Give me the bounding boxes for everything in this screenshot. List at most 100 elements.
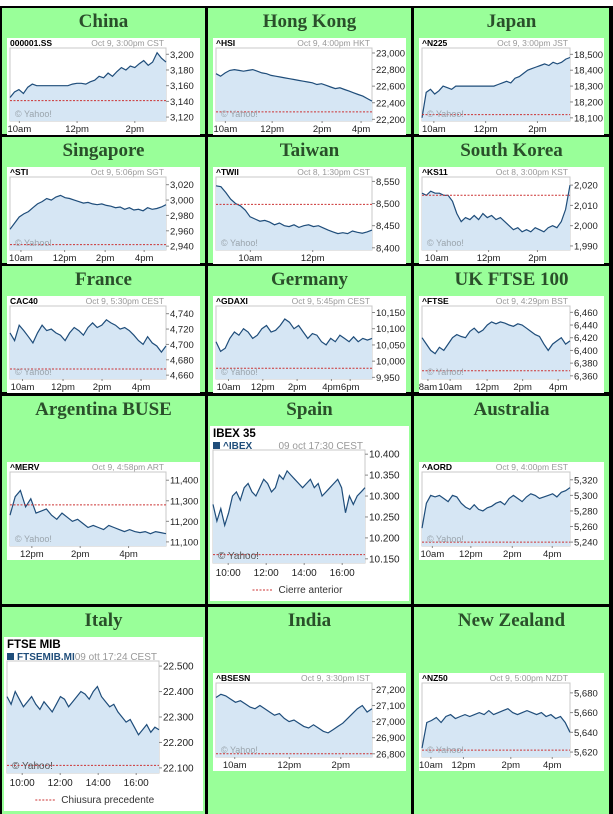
region-title[interactable]: Spain: [286, 399, 333, 420]
y-tick-label: 22.400: [163, 687, 194, 698]
y-tick-label: 22,200: [376, 115, 405, 126]
timestamp-label: Oct 8, 1:30pm CST: [297, 167, 370, 177]
region-title[interactable]: Australia: [473, 399, 550, 420]
x-tick-label: 2pm: [126, 124, 145, 135]
chart-japan[interactable]: 18,500 18,400 18,300 18,200 18,100 10am 12pm 2p…: [419, 38, 604, 135]
region-title[interactable]: South Korea: [460, 140, 563, 161]
region-title[interactable]: India: [287, 610, 332, 631]
chart-hong-kong[interactable]: 23,000 22,800 22,600 22,400 22,200 10am 12pm 2p…: [213, 38, 406, 135]
market-cell-hong-kong: Hong Kong 23,000 22,800 22,600 22,400 22,200 1…: [208, 8, 411, 135]
timestamp-label: Oct 9, 3:00pm JST: [497, 38, 568, 48]
y-tick-label: 22.300: [163, 713, 194, 724]
y-tick-label: 3,020: [170, 180, 194, 191]
y-tick-label: 26,800: [376, 749, 405, 760]
y-tick-label: 2,010: [574, 201, 598, 212]
region-title[interactable]: Argentina BUSE: [35, 399, 172, 420]
x-tick-label: 2pm: [513, 382, 532, 393]
region-title[interactable]: UK FTSE 100: [454, 269, 569, 290]
x-tick-label: 4pm: [352, 124, 371, 135]
yahoo-watermark: © Yahoo!: [221, 745, 258, 755]
chart-svg: 11,400 11,300 11,200 11,100 12pm 2pm 4pm © Yaho…: [9, 462, 198, 560]
y-tick-label: 2,940: [170, 242, 194, 253]
y-tick-label: 10.150: [369, 554, 400, 565]
chart-france[interactable]: 4,740 4,720 4,700 4,680 4,660 10am 12pm 2pm 4pm ©…: [7, 296, 200, 393]
y-tick-label: 22,600: [376, 82, 405, 93]
x-tick-label: 16:00: [330, 568, 355, 579]
chart-india[interactable]: 27,200 27,100 27,000 26,900 26,800 10am 12pm 2p…: [213, 673, 406, 771]
x-tick-label: 10am: [213, 124, 237, 135]
chart-singapore[interactable]: 3,020 3,000 2,980 2,960 2,940 10am 12pm 2pm 4pm ©…: [7, 167, 200, 264]
region-title[interactable]: Italy: [84, 610, 123, 631]
y-tick-label: 22,800: [376, 65, 405, 76]
chart-taiwan[interactable]: 8,550 8,500 8,450 8,400 10am 12pm © Yahoo! ^TWI…: [213, 167, 406, 264]
y-tick-label: 10,100: [376, 324, 405, 335]
market-cell-japan: Japan 18,500 18,400 18,300 18,200 18,100 10am 1…: [414, 8, 609, 135]
series-swatch: [213, 442, 220, 449]
chart-italy[interactable]: 22.500 22.400 22.300 22.200 22.100 10:00 12:00…: [4, 637, 203, 811]
y-tick-label: 10.250: [369, 512, 400, 523]
y-tick-label: 3,140: [170, 97, 194, 108]
y-tick-label: 10.300: [369, 492, 400, 503]
chart-svg: 8,550 8,500 8,450 8,400 10am 12pm © Yahoo! ^TWI…: [215, 167, 400, 264]
symbol-label: ^KS11: [422, 167, 448, 177]
chart-south-korea[interactable]: 2,020 2,010 2,000 1,990 10am 12pm 2pm © Yahoo! ^…: [419, 167, 604, 264]
timestamp-label: Oct 9, 3:30pm IST: [301, 673, 370, 683]
symbol-label: CAC40: [10, 296, 38, 306]
x-tick-label: 10am: [422, 124, 446, 135]
x-tick-label: 10:00: [10, 778, 35, 789]
region-title[interactable]: New Zealand: [457, 610, 566, 631]
chart-new-zealand[interactable]: 5,680 5,660 5,640 5,620 10am 12pm 2pm 4pm © Yaho…: [419, 673, 604, 771]
y-tick-label: 18,500: [574, 50, 603, 61]
region-title[interactable]: Japan: [486, 11, 537, 32]
x-tick-label: 12pm: [51, 382, 75, 393]
price-line: [421, 321, 571, 355]
symbol-label: ^BSESN: [216, 673, 250, 683]
x-tick-label: 4pm: [549, 382, 568, 393]
chart-australia[interactable]: 5,320 5,300 5,280 5,260 5,240 10am 12pm 2pm 4pm ©…: [419, 462, 604, 560]
chart-svg: 3,200 3,180 3,160 3,140 3,120 10am 12pm 2pm © Ya…: [7, 38, 194, 135]
region-title[interactable]: France: [75, 269, 132, 290]
x-tick-label: 10:00: [216, 568, 241, 579]
yahoo-watermark: © Yahoo!: [218, 551, 259, 562]
y-tick-label: 5,260: [574, 522, 598, 533]
chart-china[interactable]: 3,200 3,180 3,160 3,140 3,120 10am 12pm 2pm © Ya…: [7, 38, 200, 135]
region-title[interactable]: Taiwan: [279, 140, 340, 161]
market-grid: China 3,200 3,180 3,160 3,140 3,120 10am 12pm 2p…: [0, 6, 613, 814]
y-tick-label: 11,300: [170, 496, 198, 507]
region-title[interactable]: Singapore: [62, 140, 145, 161]
region-title[interactable]: Germany: [270, 269, 349, 290]
region-title[interactable]: Hong Kong: [262, 11, 357, 32]
series-swatch: [7, 653, 14, 660]
x-tick-label: 12pm: [251, 382, 275, 393]
x-tick-label: 10am: [217, 382, 241, 393]
x-tick-label: 2pm: [288, 382, 307, 393]
yahoo-watermark: © Yahoo!: [427, 367, 464, 377]
y-tick-label: 27,100: [376, 701, 405, 712]
y-tick-label: 6,460: [574, 308, 598, 319]
price-area: [216, 694, 372, 757]
x-tick-label: 12pm: [459, 549, 483, 560]
y-tick-label: 10,050: [376, 340, 405, 351]
y-tick-label: 18,200: [574, 97, 603, 108]
y-tick-label: 4,740: [170, 309, 194, 320]
chart-argentina-buse[interactable]: 11,400 11,300 11,200 11,100 12pm 2pm 4pm © Yaho…: [7, 462, 200, 560]
chart-svg: 5,680 5,660 5,640 5,620 10am 12pm 2pm 4pm © Yaho…: [419, 673, 598, 771]
timestamp-label: Oct 9, 5:45pm CEST: [292, 296, 370, 306]
y-tick-label: 8,550: [376, 177, 400, 188]
timestamp-label: Oct 9, 5:00pm NZDT: [490, 673, 568, 683]
chart-svg: 4,740 4,720 4,700 4,680 4,660 10am 12pm 2pm 4pm ©…: [9, 296, 194, 393]
timestamp-label: Oct 8, 3:00pm KST: [496, 167, 568, 177]
x-tick-label: 10am: [9, 253, 33, 264]
timestamp-label: Oct 9, 3:00pm CST: [91, 38, 164, 48]
x-tick-label: 6pm: [341, 382, 360, 393]
region-title[interactable]: China: [78, 11, 129, 32]
timestamp-label: Oct 9, 4:29pm BST: [496, 296, 568, 306]
chart-uk-ftse-100[interactable]: 6,460 6,440 6,420 6,400 6,380 6,360 8am 10am 12p…: [419, 296, 604, 393]
market-cell-uk-ftse-100: UK FTSE 100 6,460 6,440 6,420 6,400 6,380 6,36…: [414, 266, 609, 393]
chart-spain[interactable]: 10.400 10.350 10.300 10.250 10.200 10.150 10:0…: [210, 426, 409, 601]
chart-svg: 22.500 22.400 22.300 22.200 22.100 10:00 12:00…: [6, 639, 194, 806]
chart-germany[interactable]: 10,150 10,100 10,050 10,000 9,950 10am 12pm 2pm…: [213, 296, 406, 393]
price-line: [215, 68, 373, 102]
x-tick-label: 4pm: [132, 382, 151, 393]
price-line: [9, 318, 167, 354]
